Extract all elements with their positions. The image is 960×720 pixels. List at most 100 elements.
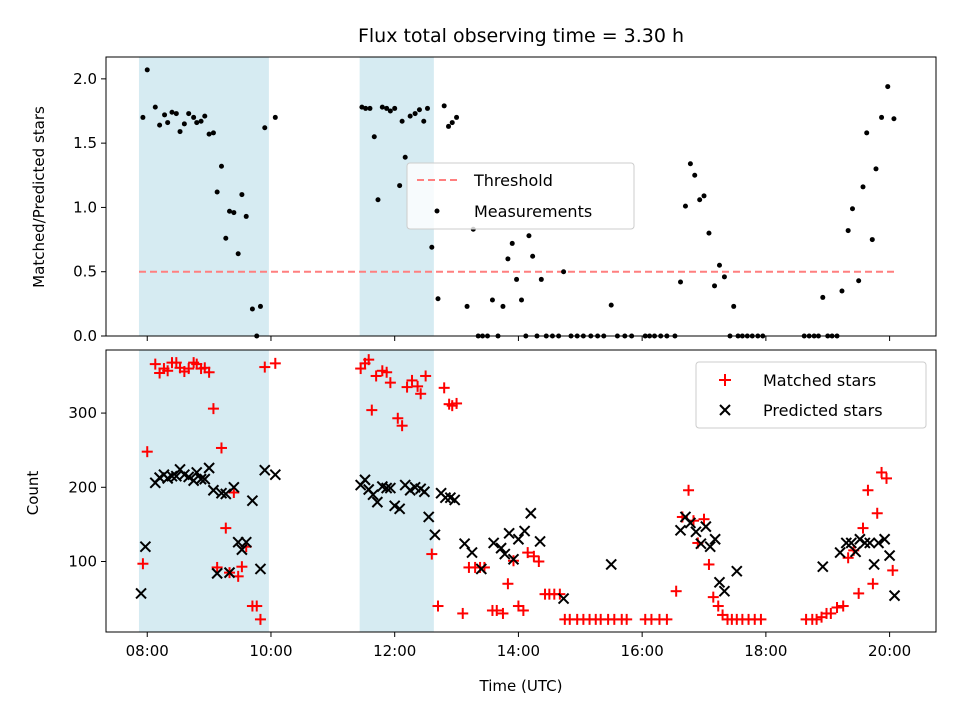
measurement-point xyxy=(692,172,698,178)
measurement-point xyxy=(449,120,455,126)
measurement-point xyxy=(860,184,866,190)
predicted-star-point xyxy=(534,535,546,548)
legend-predicted-swatch xyxy=(719,404,731,416)
matched-star-point xyxy=(661,613,673,625)
matched-star-point xyxy=(396,420,408,432)
matched-star-point xyxy=(141,446,153,458)
measurement-point xyxy=(407,113,413,119)
measurement-point xyxy=(839,288,845,294)
measurement-point xyxy=(530,253,536,259)
predicted-star-point xyxy=(223,566,236,579)
predicted-star-point xyxy=(888,589,901,602)
top-legend: Threshold Measurements xyxy=(406,162,635,230)
predicted-star-point xyxy=(203,462,215,474)
matched-star-point xyxy=(269,357,281,369)
top-y-tick-label: 2.0 xyxy=(73,70,97,88)
matched-star-point xyxy=(497,607,509,619)
matched-star-point xyxy=(698,513,710,525)
matched-star-point xyxy=(220,522,232,534)
measurement-point xyxy=(509,240,515,246)
measurement-point xyxy=(162,112,168,118)
predicted-star-point xyxy=(731,565,743,577)
measurement-point xyxy=(538,276,544,282)
matched-star-point xyxy=(215,442,227,454)
matched-star-point xyxy=(366,404,378,416)
predicted-star-point xyxy=(466,546,478,559)
x-tick-label: 12:00 xyxy=(373,642,416,660)
predicted-star-point xyxy=(718,585,731,597)
predicted-star-point xyxy=(557,592,570,605)
matched-star-point xyxy=(825,607,837,619)
measurement-point xyxy=(169,109,175,115)
matched-star-point xyxy=(415,388,427,400)
measurement-point xyxy=(845,228,851,234)
predicted-star-point xyxy=(487,537,500,549)
matched-star-point xyxy=(755,613,767,625)
predicted-star-point xyxy=(864,537,876,549)
predicted-star-point xyxy=(503,527,515,540)
x-tick-label: 08:00 xyxy=(126,642,169,660)
x-tick-label: 14:00 xyxy=(497,642,540,660)
bottom-y-ticks: 100 200 300 xyxy=(68,404,106,571)
x-tick-label: 18:00 xyxy=(744,642,787,660)
predicted-star-point xyxy=(228,481,240,493)
matched-star-point xyxy=(370,370,382,382)
predicted-star-point xyxy=(817,560,829,573)
predicted-star-point xyxy=(215,487,228,499)
matched-star-point xyxy=(451,397,463,409)
matched-star-point xyxy=(517,604,529,616)
legend-measurements-label: Measurements xyxy=(474,202,592,221)
predicted-star-point xyxy=(367,489,379,501)
measurement-point xyxy=(177,129,183,135)
measurement-point xyxy=(402,154,408,160)
matched-star-point xyxy=(683,484,695,496)
legend-measurements-swatch xyxy=(434,208,440,214)
measurement-point xyxy=(186,111,192,117)
measurement-point xyxy=(262,125,268,131)
predicted-star-point xyxy=(878,533,891,545)
predicted-star-point xyxy=(254,563,267,575)
measurement-point xyxy=(429,244,435,250)
matched-star-point xyxy=(432,600,444,612)
predicted-star-point xyxy=(709,533,721,545)
measurement-point xyxy=(198,118,204,124)
measurement-point xyxy=(687,161,693,167)
measurement-point xyxy=(701,193,707,199)
predicted-star-point xyxy=(868,558,880,571)
matched-star-point xyxy=(712,600,724,612)
measurement-point xyxy=(820,294,826,300)
top-x-ticks xyxy=(146,336,891,341)
legend-threshold-label: Threshold xyxy=(473,171,553,190)
matched-star-point xyxy=(236,561,248,573)
matched-star-point xyxy=(183,363,195,375)
measurement-point xyxy=(223,235,229,241)
measurement-point xyxy=(272,114,278,120)
measurement-point xyxy=(505,256,511,262)
matched-star-point xyxy=(522,547,534,559)
measurement-point xyxy=(227,208,233,214)
top-panel: 0.00.51.01.52.0 Matched/Predicted stars … xyxy=(30,56,937,345)
measurement-point xyxy=(441,103,447,109)
top-y-tick-label: 0.5 xyxy=(73,263,97,281)
matched-star-point xyxy=(381,366,393,378)
matched-star-point xyxy=(162,365,174,377)
measurement-point xyxy=(399,118,405,124)
matched-star-point xyxy=(438,382,450,394)
measurement-point xyxy=(885,84,891,90)
legend-matched-swatch xyxy=(719,374,731,386)
measurement-point xyxy=(202,113,208,119)
top-y-ticks: 0.0 0.5 1.0 1.5 2.0 xyxy=(73,70,106,345)
matched-star-point xyxy=(363,354,375,366)
measurement-point xyxy=(257,303,263,309)
bottom-x-ticks: 08:00 10:00 12:00 14:00 16:00 18:00 20:00 xyxy=(126,632,911,660)
measurement-point xyxy=(210,130,216,136)
predicted-star-point xyxy=(525,507,537,519)
measurement-point xyxy=(706,230,712,236)
predicted-star-point xyxy=(236,543,248,556)
predicted-star-point xyxy=(439,491,452,504)
matched-star-point xyxy=(457,607,469,619)
predicted-star-point xyxy=(199,473,211,485)
predicted-star-point xyxy=(499,548,511,560)
predicted-star-point xyxy=(259,464,271,476)
